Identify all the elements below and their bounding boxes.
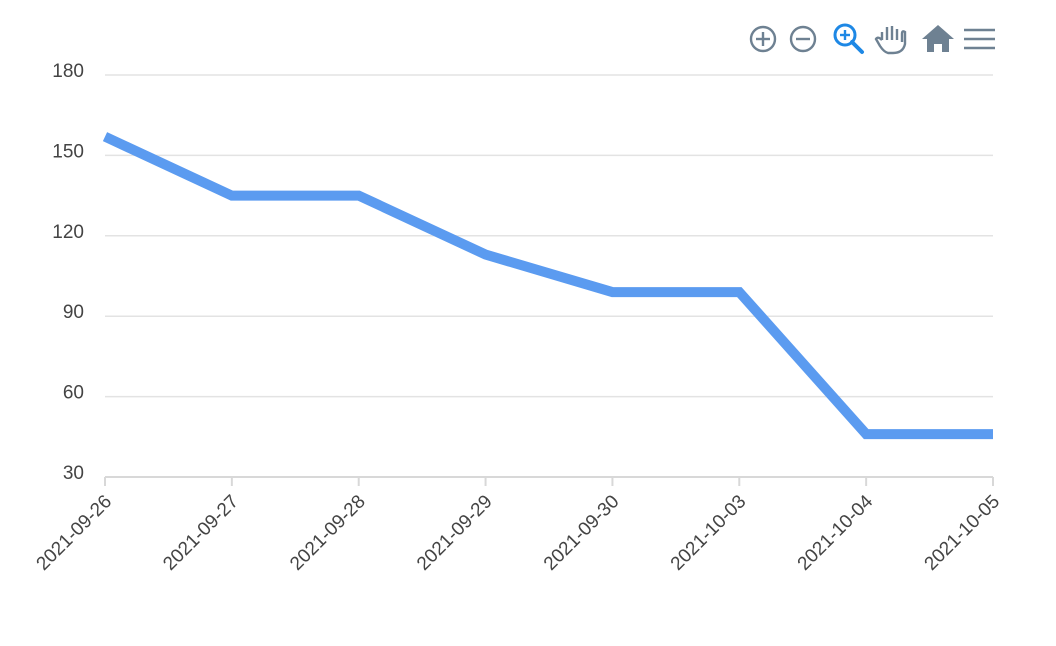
reset-button[interactable] bbox=[922, 25, 954, 52]
y-tick-label: 150 bbox=[52, 141, 84, 162]
y-tick-label: 30 bbox=[63, 463, 84, 484]
zoom-in-button[interactable] bbox=[749, 25, 777, 53]
y-tick-label: 60 bbox=[63, 383, 84, 404]
y-tick-label: 90 bbox=[63, 302, 84, 323]
toolbar bbox=[749, 23, 995, 55]
pan-button[interactable] bbox=[874, 26, 907, 55]
zoom-out-button[interactable] bbox=[789, 25, 817, 53]
x-tick-label: 2021-10-04 bbox=[794, 491, 878, 575]
y-tick-label: 180 bbox=[52, 61, 84, 82]
zoom-select-button[interactable] bbox=[833, 23, 864, 54]
x-tick-label: 2021-09-26 bbox=[32, 491, 116, 575]
x-tick-label: 2021-10-03 bbox=[667, 491, 751, 575]
line-series bbox=[102, 132, 993, 440]
x-tick-label: 2021-10-05 bbox=[920, 491, 1004, 575]
x-tick-label: 2021-09-29 bbox=[413, 491, 497, 575]
menu-button[interactable] bbox=[964, 28, 995, 50]
x-tick-label: 2021-09-27 bbox=[159, 491, 243, 575]
y-tick-label: 120 bbox=[52, 222, 84, 243]
x-tick-label: 2021-09-28 bbox=[286, 491, 370, 575]
x-tick-label: 2021-09-30 bbox=[540, 491, 624, 575]
